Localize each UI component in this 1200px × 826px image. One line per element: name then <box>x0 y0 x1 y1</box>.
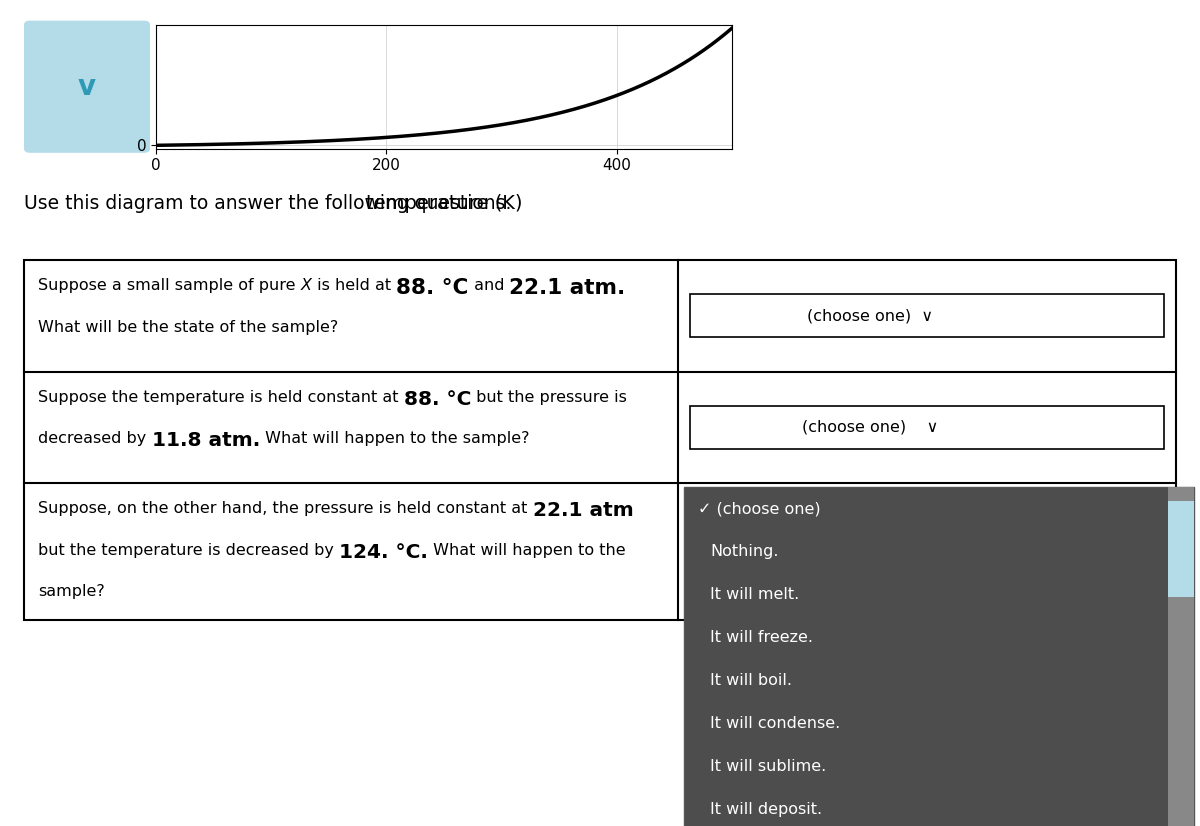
Text: 22.1 atm: 22.1 atm <box>533 501 634 520</box>
Text: v: v <box>78 73 96 101</box>
Text: It will sublime.: It will sublime. <box>710 759 827 774</box>
Text: temperature (K): temperature (K) <box>366 194 522 213</box>
Bar <box>1168 501 1194 597</box>
Text: and: and <box>469 278 509 293</box>
Text: Suppose, on the other hand, the pressure is held constant at: Suppose, on the other hand, the pressure… <box>38 501 533 516</box>
Text: 88. °C: 88. °C <box>396 278 469 298</box>
FancyBboxPatch shape <box>24 21 150 153</box>
Text: ✓ (choose one): ✓ (choose one) <box>698 501 821 516</box>
Bar <box>24 260 1176 620</box>
Text: (choose one)  ∨: (choose one) ∨ <box>808 308 934 324</box>
Text: It will condense.: It will condense. <box>710 716 841 731</box>
Text: is held at: is held at <box>312 278 396 293</box>
Text: 22.1 atm.: 22.1 atm. <box>509 278 625 298</box>
Text: What will happen to the sample?: What will happen to the sample? <box>260 431 529 446</box>
Text: Nothing.: Nothing. <box>710 544 779 559</box>
Text: 11.8 atm.: 11.8 atm. <box>151 431 260 450</box>
Text: 88. °C: 88. °C <box>404 390 472 409</box>
FancyBboxPatch shape <box>690 406 1164 449</box>
Text: 124. °C.: 124. °C. <box>340 543 428 562</box>
Text: What will be the state of the sample?: What will be the state of the sample? <box>38 320 338 335</box>
Text: but the pressure is: but the pressure is <box>472 390 628 405</box>
Text: Use this diagram to answer the following questions.: Use this diagram to answer the following… <box>24 194 511 213</box>
Text: It will freeze.: It will freeze. <box>710 630 814 645</box>
Bar <box>684 487 1194 826</box>
Text: X: X <box>301 278 312 293</box>
Text: It will melt.: It will melt. <box>710 587 799 602</box>
Text: It will deposit.: It will deposit. <box>710 802 822 817</box>
Text: It will boil.: It will boil. <box>710 673 792 688</box>
FancyBboxPatch shape <box>690 294 1164 337</box>
Text: Suppose the temperature is held constant at: Suppose the temperature is held constant… <box>38 390 404 405</box>
Text: (choose one)    ∨: (choose one) ∨ <box>802 420 938 435</box>
Text: What will happen to the: What will happen to the <box>428 543 626 558</box>
Text: Suppose a small sample of pure: Suppose a small sample of pure <box>38 278 301 293</box>
Text: but the temperature is decreased by: but the temperature is decreased by <box>38 543 340 558</box>
Text: decreased by: decreased by <box>38 431 151 446</box>
Bar <box>1168 487 1194 826</box>
Text: sample?: sample? <box>38 584 106 599</box>
